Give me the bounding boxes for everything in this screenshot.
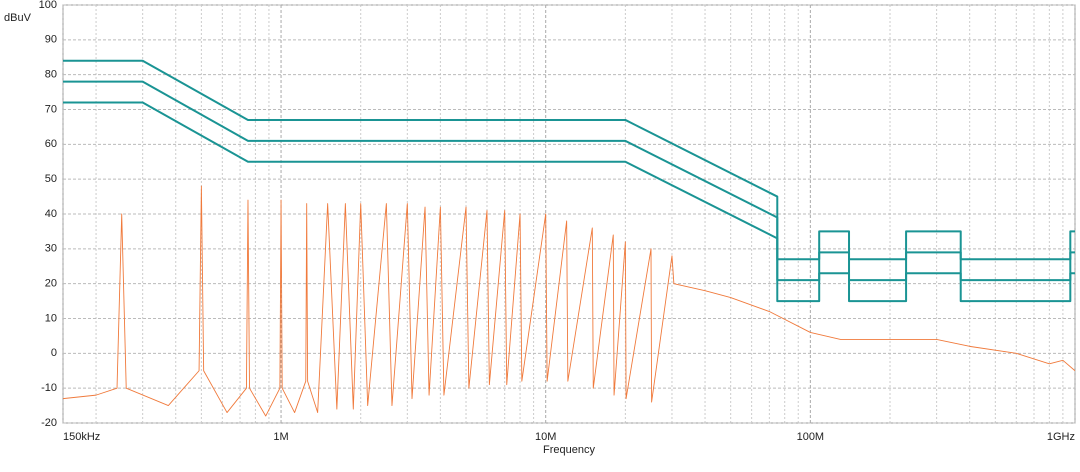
y-tick-label: -20 <box>41 417 57 429</box>
y-tick-label: 30 <box>45 243 57 255</box>
y-tick-label: 100 <box>39 0 57 11</box>
x-tick-label: 1GHz <box>1047 431 1075 443</box>
spectrum-line <box>62 185 1076 417</box>
x-tick-label: 10M <box>535 431 556 443</box>
y-tick-label: 40 <box>45 208 57 220</box>
limit-line <box>63 59 1075 261</box>
y-tick-label: 10 <box>45 312 57 324</box>
x-tick-label: 150kHz <box>63 431 100 443</box>
y-tick-label: 0 <box>51 347 57 359</box>
y-tick-label: 90 <box>45 34 57 46</box>
y-axis-label: dBuV <box>4 12 32 24</box>
y-tick-label: 50 <box>45 173 57 185</box>
y-tick-label: 20 <box>45 278 57 290</box>
y-tick-label: -10 <box>41 382 57 394</box>
y-tick-label: 70 <box>45 103 57 115</box>
limit-line <box>63 80 1075 282</box>
x-tick-label: 1M <box>273 431 288 443</box>
y-tick-label: 80 <box>45 69 57 81</box>
x-axis-label: Frequency <box>543 444 595 456</box>
x-tick-label: 100M <box>797 431 825 443</box>
y-tick-label: 60 <box>45 138 57 150</box>
limit-line <box>63 101 1075 303</box>
